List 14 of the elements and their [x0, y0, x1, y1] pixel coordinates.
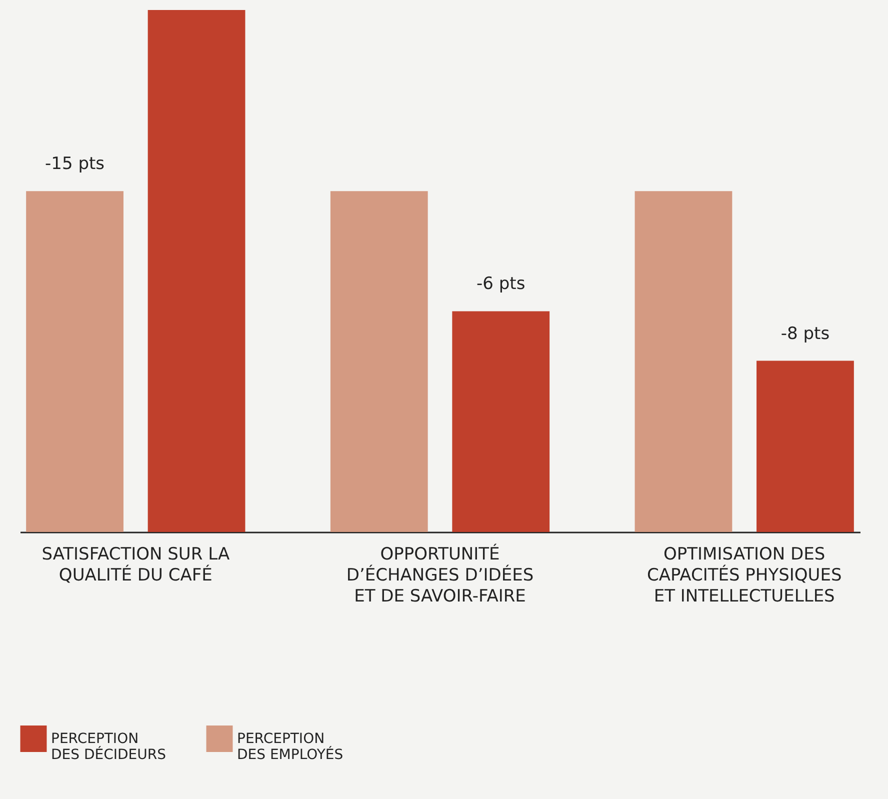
- bar: [26, 191, 124, 532]
- annotation: -8 pts: [780, 324, 830, 344]
- bar: [756, 360, 854, 532]
- annotation: -15 pts: [45, 154, 105, 174]
- bar: [148, 10, 246, 532]
- x-tick-label: OPPORTUNITÉ D’ÉCHANGES D’IDÉES ET DE SAVOIR-FAIRE: [346, 544, 534, 606]
- legend-label: PERCEPTION DES DÉCIDEURS: [51, 730, 166, 763]
- legend-label: PERCEPTION DES EMPLOYÉS: [237, 730, 344, 763]
- annotation: -6 pts: [476, 274, 526, 294]
- bar: [634, 191, 732, 532]
- bar: [330, 191, 428, 532]
- bar: [452, 311, 550, 532]
- x-tick-label: SATISFACTION SUR LA QUALITÉ DU CAFÉ: [42, 544, 230, 586]
- x-tick-label: OPTIMISATION DES CAPACITÉS PHYSIQUES ET INTELLECTUELLES: [646, 544, 842, 606]
